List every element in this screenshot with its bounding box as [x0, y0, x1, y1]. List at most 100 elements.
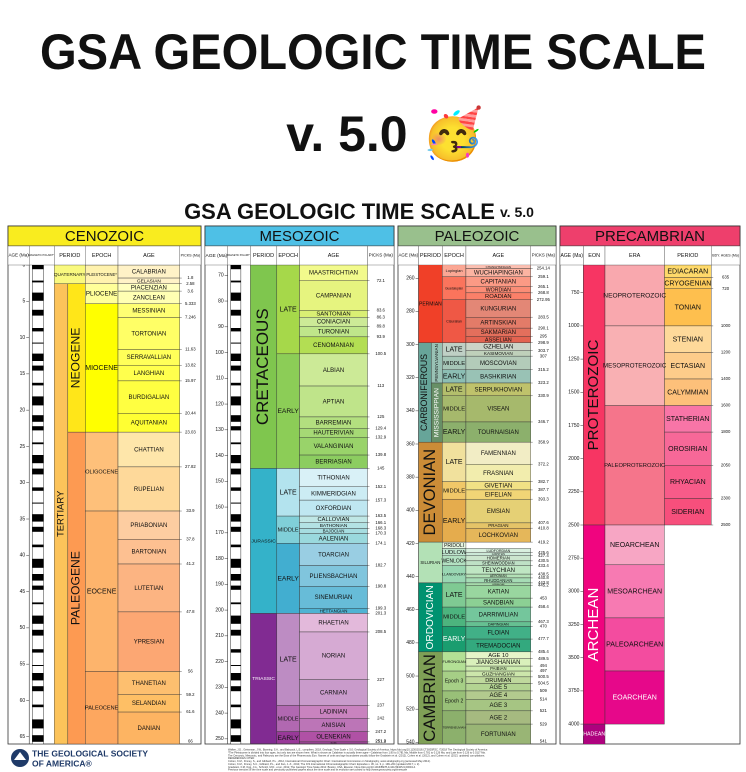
- age-name: AQUITANIAN: [131, 421, 167, 427]
- panel-body: 70 80 90 100 110 120 130 140 150 160 170 180 190 200 2…: [215, 265, 387, 744]
- polarity-band: [230, 280, 241, 283]
- tick-label: 20: [20, 407, 26, 413]
- pick-value: 23.03: [185, 429, 196, 434]
- pick-value: 529: [540, 721, 548, 726]
- pick-value: 59.2: [186, 692, 195, 697]
- age-name: APTIAN: [323, 399, 345, 405]
- age-name: CAMPANIAN: [316, 293, 351, 299]
- polarity-band: [32, 615, 44, 624]
- period-name: STATHERIAN: [666, 416, 709, 423]
- age-unit: [465, 528, 531, 543]
- age-name: OLENEKIAN: [316, 735, 350, 741]
- era-unit: [604, 617, 665, 672]
- footer-line: Gradstein, F.M, Ogg, J.G., Schmitz, M.D.…: [228, 765, 416, 769]
- pick-value: 61.6: [186, 709, 195, 714]
- tick-label: 750: [571, 290, 580, 296]
- epoch-name: LATE: [446, 347, 463, 354]
- polarity-band: [32, 353, 44, 361]
- tick-label: 230: [215, 685, 224, 691]
- age-name: HIRNANTIAN: [492, 583, 505, 586]
- polarity-band: [230, 673, 241, 681]
- period-name: QUATERNARY: [54, 272, 86, 277]
- era-name: MESOZOIC: [259, 228, 339, 245]
- period-unit: [250, 613, 278, 744]
- period-name: NEOGENE: [69, 328, 83, 389]
- polarity-band: [230, 704, 241, 708]
- footer-line: Cohen, K.M., Finney, S., and Gibbard, P.…: [228, 759, 431, 763]
- age-unit: [117, 317, 180, 350]
- polarity-band: [32, 526, 44, 532]
- polarity-band: [230, 502, 241, 504]
- age-name: AGE 2: [489, 715, 507, 721]
- age-name: BURDIGALIAN: [129, 395, 170, 401]
- pick-value: 72.1: [377, 278, 386, 283]
- footer-line: *The Pleistocene is divided into four ag…: [228, 751, 486, 755]
- era-unit: [604, 405, 665, 526]
- epoch-name: MIDDLE: [278, 528, 299, 534]
- pick-value: 11.63: [185, 347, 196, 352]
- age-name: RHAETIAN: [318, 621, 348, 627]
- pick-value: 514: [540, 696, 548, 701]
- pick-value: 2500: [721, 522, 731, 527]
- age-name: AGE 5: [489, 685, 507, 691]
- age-unit: [299, 385, 368, 418]
- polarity-band: [230, 468, 241, 475]
- sub-name: MISSISSIPPIAN: [433, 388, 440, 437]
- pick-value: 265.1: [538, 284, 549, 289]
- gsa-logo: THE GEOLOGICAL SOCIETY OF AMERICA®: [11, 748, 148, 768]
- polarity-band: [230, 265, 241, 270]
- pick-value: 254.14: [537, 266, 551, 271]
- pick-value: 425.6: [538, 550, 549, 555]
- tick-label: 520: [406, 707, 415, 713]
- age-unit: [299, 353, 368, 387]
- era-unit: [604, 325, 665, 406]
- polarity-band: [230, 629, 241, 636]
- column-header: PICKS (Ma): [369, 253, 394, 258]
- column-header: ERA: [629, 253, 641, 259]
- epoch-name: MIDDLE: [443, 407, 465, 413]
- polarity-band: [32, 502, 44, 504]
- period-name: ORDOVICIAN: [425, 585, 436, 649]
- pick-value: 358.9: [538, 439, 549, 444]
- epoch-name: PALEOCENE: [85, 705, 119, 711]
- epoch-name: LATE: [280, 657, 297, 664]
- age-name: BARREMIAN: [316, 420, 352, 426]
- polarity-band: [32, 719, 44, 729]
- chart-title: GSA GEOLOGIC TIME SCALE v. 5.0: [184, 199, 534, 224]
- age-name: HAUTERIVIAN: [313, 431, 353, 437]
- pick-value: 20.44: [185, 410, 196, 415]
- age-name: GUZHANGIAN: [482, 672, 515, 678]
- tick-label: 15: [20, 371, 26, 377]
- era-name: PALEOZOIC: [435, 228, 520, 245]
- age-name: HETTANGIAN: [320, 608, 348, 613]
- age-name: CARNIAN: [320, 690, 347, 696]
- polarity-band: [32, 328, 44, 332]
- age-name: KIMMERIDGIAN: [311, 491, 356, 497]
- pick-value: 7.246: [185, 315, 196, 320]
- meme-title: GSA GEOLOGIC TIME SCALE: [40, 24, 706, 80]
- polarity-band: [230, 558, 241, 568]
- tick-label: 4000: [568, 721, 579, 727]
- period-name: DEVONIAN: [420, 449, 439, 536]
- age-name: ZANCLEAN: [133, 295, 165, 301]
- pick-value: 382.7: [538, 479, 549, 484]
- polarity-band: [32, 629, 44, 636]
- panel-body: 260 280 300 320 340 360 380 400 420 440 460 480 500 5…: [406, 265, 551, 744]
- column-header: PICKS (Ma): [532, 253, 556, 258]
- polarity-band: [32, 265, 44, 270]
- age-name: CALABRIAN: [132, 269, 166, 275]
- eon-name: HADEAN: [583, 732, 605, 738]
- age-name: RUPELIAN: [134, 487, 164, 493]
- age-name: KASIMOVIAN: [484, 351, 513, 356]
- tick-label: 25: [20, 444, 26, 450]
- age-name: RHUDDANIAN: [484, 578, 512, 583]
- pick-value: 283.5: [538, 314, 549, 319]
- eon-name: PROTEROZOIC: [585, 340, 602, 451]
- pick-value: 15.97: [185, 378, 196, 383]
- epoch-name: MIDDLE: [443, 488, 465, 494]
- pick-value: 521: [540, 708, 548, 713]
- pick-value: 125: [377, 414, 385, 419]
- age-name: NORIAN: [322, 654, 345, 660]
- pick-value: 100.5: [375, 351, 386, 356]
- column-header: EPOCH: [92, 253, 112, 259]
